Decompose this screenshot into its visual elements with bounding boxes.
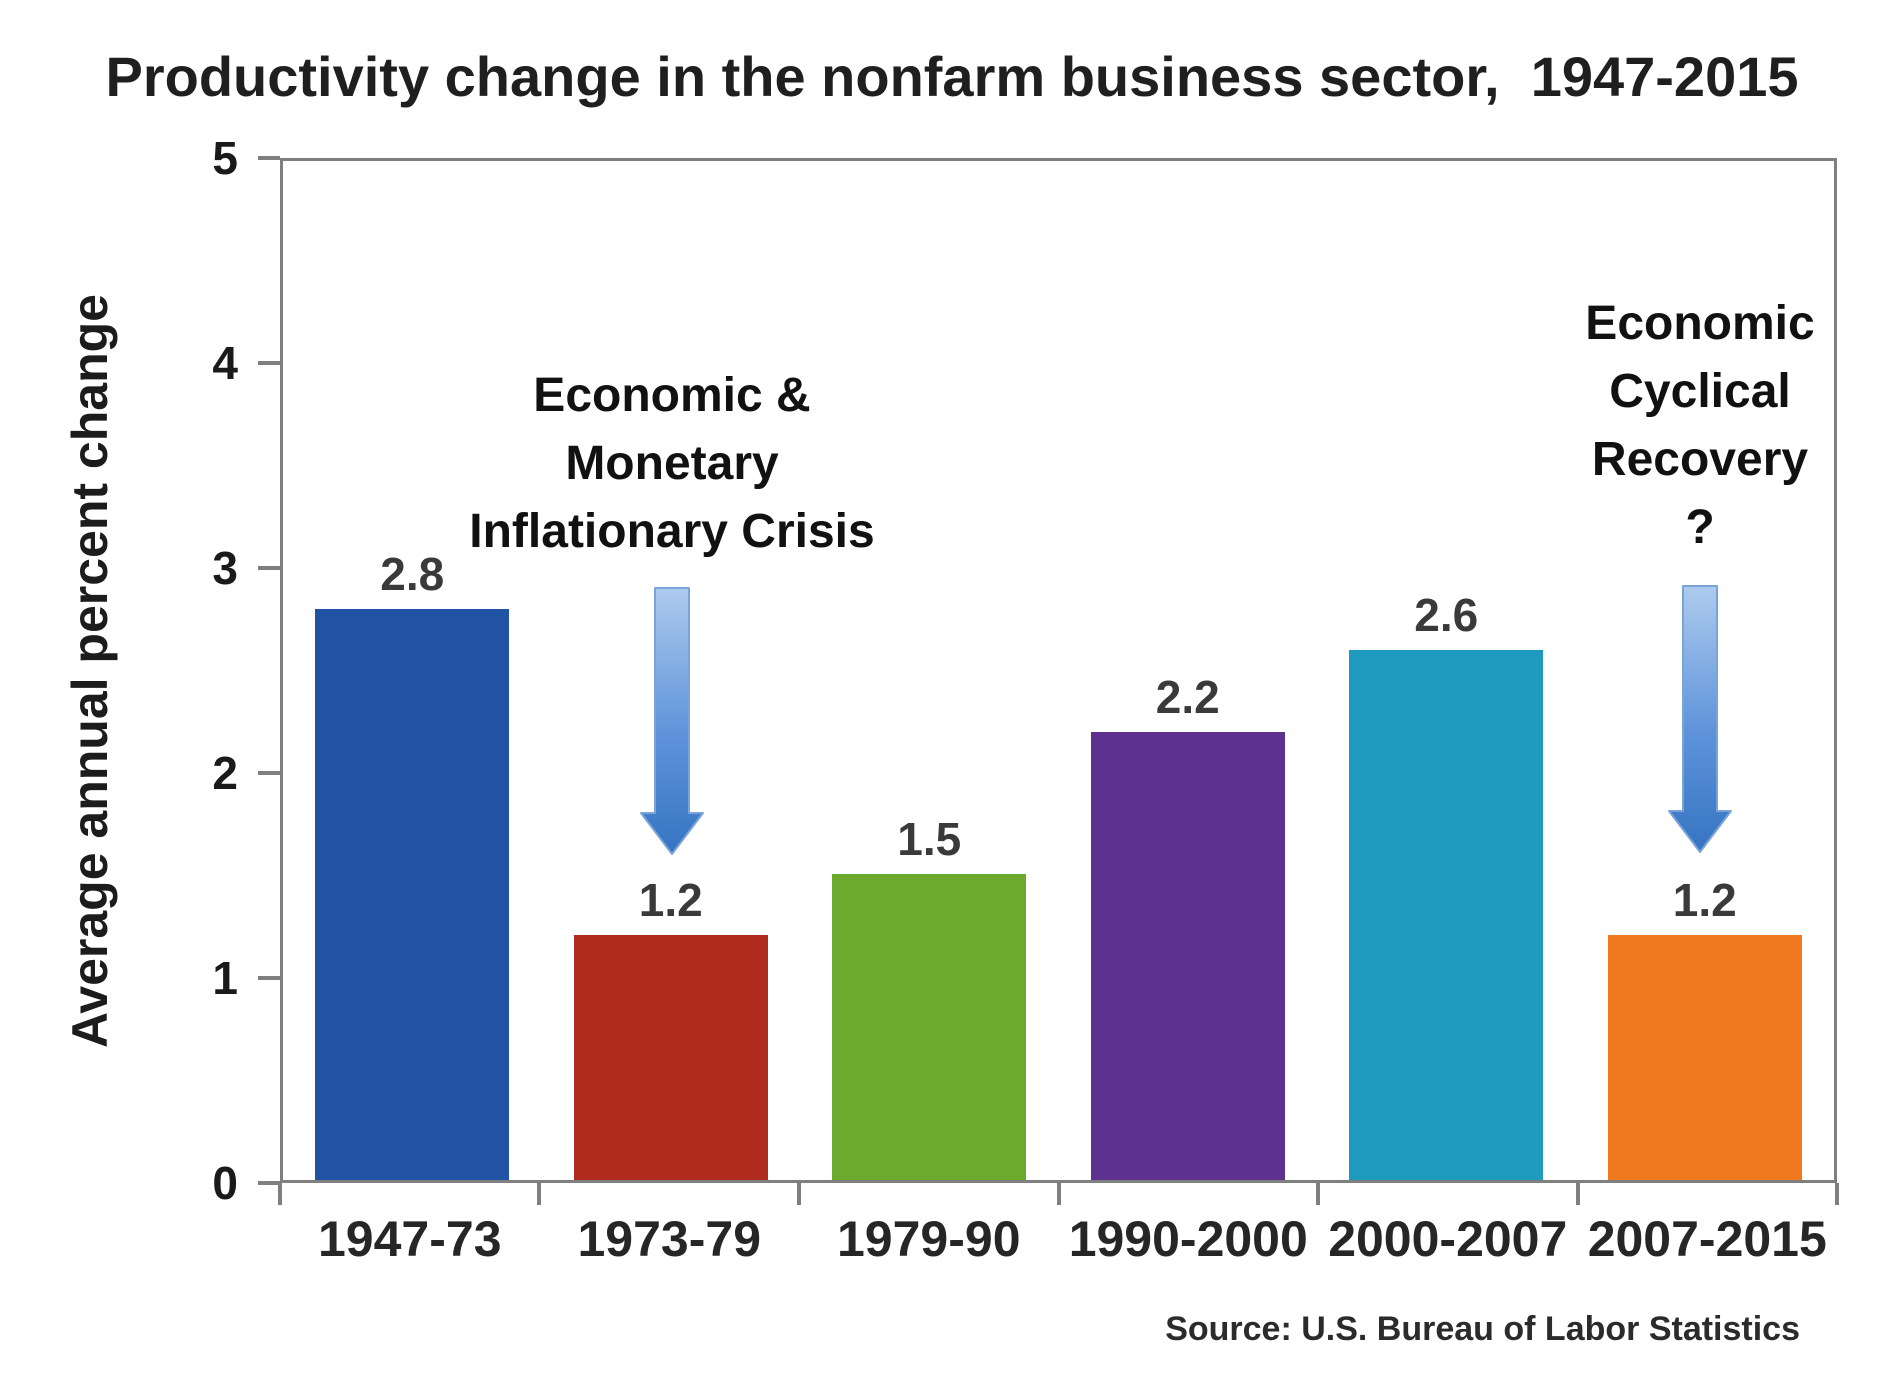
bar-value-label: 1.5 [897, 813, 962, 866]
x-axis-boundary-tick [1575, 1183, 1580, 1205]
bar-slot-2007-2015: 1.2 [1576, 161, 1835, 1180]
bar-value-label: 1.2 [1672, 874, 1737, 927]
x-axis-boundary-tick [796, 1183, 801, 1205]
x-axis-label: 2007-2015 [1587, 1211, 1827, 1267]
y-axis-tick [258, 156, 280, 160]
x-axis-boundary-tick [278, 1183, 282, 1205]
x-axis-boundary-tick [1315, 1183, 1320, 1205]
y-axis-tick-label: 4 [212, 337, 238, 389]
x-axis-boundary-tick [537, 1183, 542, 1205]
y-axis-tick-label: 3 [212, 542, 238, 594]
x-axis-label: 1979-90 [837, 1211, 1021, 1267]
bar-1990-2000 [1090, 731, 1285, 1180]
down-arrow-icon [1668, 585, 1732, 853]
x-axis-ticks [278, 1183, 1839, 1207]
x-axis-label: 1990-2000 [1068, 1211, 1308, 1267]
bar-1979-90 [832, 874, 1027, 1180]
bar-1973-79 [573, 935, 768, 1180]
x-axis-label: 1973-79 [577, 1211, 762, 1267]
y-axis: 0 1 2 3 4 5 [0, 135, 280, 1206]
x-axis-boundary-tick [1835, 1183, 1839, 1205]
bar-value-label: 2.2 [1155, 670, 1220, 723]
bar-value-label: 2.6 [1414, 589, 1479, 642]
y-axis-tick [258, 771, 280, 775]
bar-2000-2007 [1349, 650, 1544, 1180]
bar-slot-1973-79: 1.2 [541, 161, 800, 1180]
y-axis-tick-label: 5 [212, 132, 238, 184]
y-axis-tick [258, 361, 280, 365]
bar-1947-73 [315, 609, 510, 1180]
bar-2007-2015 [1607, 935, 1802, 1180]
bar-slot-1947-73: 2.8 [283, 161, 542, 1180]
y-axis-tick [258, 976, 280, 980]
y-axis-tick-label: 2 [212, 747, 238, 799]
annotation-crisis-text: Economic & Monetary Inflationary Crisis [469, 369, 875, 558]
plot-area: 2.8 1.2 1.5 2.2 2.6 1.2 [280, 158, 1837, 1183]
x-axis-boundary-tick [1056, 1183, 1061, 1205]
bar-slot-1990-2000: 2.2 [1059, 161, 1318, 1180]
bar-value-label: 1.2 [638, 874, 703, 927]
source-credit: Source: U.S. Bureau of Labor Statistics [1165, 1310, 1800, 1348]
x-axis-label: 1947-73 [318, 1211, 502, 1267]
y-axis-tick-label: 1 [212, 952, 238, 1004]
annotation-recovery-text: Economic Cyclical Recovery ? [1585, 297, 1815, 554]
x-axis-label: 2000-2007 [1328, 1211, 1568, 1267]
y-axis-tick [258, 1181, 280, 1185]
bar-value-label: 2.8 [380, 548, 445, 601]
page-title: Productivity change in the nonfarm busin… [105, 45, 1799, 108]
down-arrow-icon [640, 587, 704, 855]
bar-slot-1979-90: 1.5 [800, 161, 1059, 1180]
bar-slot-2000-2007: 2.6 [1317, 161, 1576, 1180]
y-axis-tick [258, 566, 280, 570]
x-axis-labels: 1947-73 1973-79 1979-90 1990-2000 2000-2007 2… [280, 1212, 1837, 1267]
y-axis-tick-label: 0 [212, 1157, 238, 1209]
